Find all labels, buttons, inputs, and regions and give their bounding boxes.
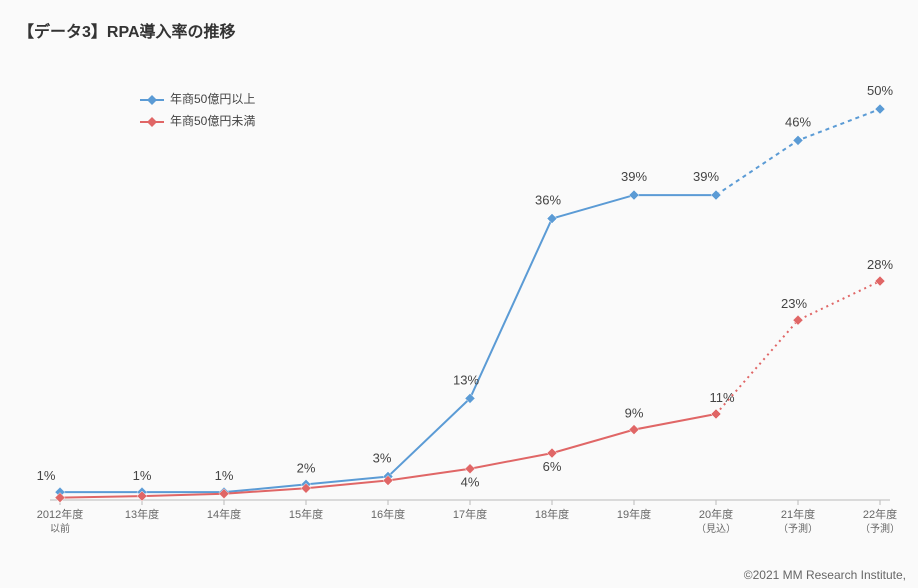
chart-title: 【データ3】RPA導入率の推移 xyxy=(18,18,236,42)
data-point-label: 23% xyxy=(781,296,807,311)
x-tick-label: 18年度 xyxy=(535,507,569,521)
data-point-label: 9% xyxy=(625,406,644,421)
data-point-label: 13% xyxy=(453,372,479,387)
x-tick-label: 16年度 xyxy=(371,507,405,521)
data-point-marker xyxy=(629,190,639,200)
data-point-label: 1% xyxy=(133,468,152,483)
data-point-marker xyxy=(711,409,721,419)
data-point-marker xyxy=(793,135,803,145)
data-point-label: 1% xyxy=(215,468,234,483)
data-point-marker xyxy=(875,104,885,114)
credit-text: ©2021 MM Research Institute, xyxy=(744,568,906,582)
x-tick-label: 17年度 xyxy=(453,507,487,521)
legend-marker xyxy=(147,95,157,105)
data-point-marker xyxy=(55,493,65,503)
x-tick-label: 2012年度以前 xyxy=(37,507,83,535)
chart-area: 2012年度以前 13年度 14年度 15年度 16年度 17年度 18年度 19年度 20年度… xyxy=(20,60,900,570)
data-point-label: 50% xyxy=(867,83,893,98)
data-point-label: 3% xyxy=(373,451,392,466)
svg-text:（予測）: （予測） xyxy=(860,522,900,535)
data-point-label: 11% xyxy=(709,390,734,405)
data-point-label: 1% xyxy=(37,468,56,483)
data-point-marker xyxy=(219,489,229,499)
legend-marker xyxy=(147,117,157,127)
data-point-label: 2% xyxy=(297,460,316,475)
x-tick-label: 13年度 xyxy=(125,507,159,521)
line-chart-svg: 2012年度以前 13年度 14年度 15年度 16年度 17年度 18年度 19年度 20年度… xyxy=(20,60,900,570)
x-tick-label: 21年度（予測） xyxy=(778,507,818,535)
legend-label: 年商50億円以上 xyxy=(170,91,255,106)
data-point-marker xyxy=(547,448,557,458)
svg-text:18年度: 18年度 xyxy=(535,507,569,521)
svg-text:（見込）: （見込） xyxy=(696,523,736,535)
x-tick-label: 14年度 xyxy=(207,507,241,521)
svg-text:17年度: 17年度 xyxy=(453,507,487,521)
data-point-marker xyxy=(465,464,475,474)
data-point-label: 6% xyxy=(543,459,562,474)
data-point-label: 4% xyxy=(461,475,480,490)
series-line-solid xyxy=(60,195,716,492)
svg-text:21年度: 21年度 xyxy=(781,507,815,521)
data-point-label: 46% xyxy=(785,114,811,129)
x-tick-label: 22年度（予測） xyxy=(860,507,900,535)
data-point-marker xyxy=(793,315,803,325)
legend-label: 年商50億円未満 xyxy=(170,113,255,128)
x-tick-label: 20年度 （見込） xyxy=(696,507,736,535)
svg-text:19年度: 19年度 xyxy=(617,507,651,521)
svg-text:15年度: 15年度 xyxy=(289,507,323,521)
svg-text:14年度: 14年度 xyxy=(207,507,241,521)
data-point-label: 36% xyxy=(535,193,561,208)
data-point-marker xyxy=(875,276,885,286)
x-tick-label: 15年度 xyxy=(289,507,323,521)
legend-item: 年商50億円以上 xyxy=(140,91,255,106)
svg-text:（予測）: （予測） xyxy=(778,522,818,535)
data-point-marker xyxy=(711,190,721,200)
svg-text:13年度: 13年度 xyxy=(125,507,159,521)
svg-text:以前: 以前 xyxy=(50,522,70,535)
svg-text:20年度: 20年度 xyxy=(699,507,733,521)
data-point-marker xyxy=(547,214,557,224)
svg-text:2012年度: 2012年度 xyxy=(37,507,83,521)
data-point-label: 39% xyxy=(621,169,647,184)
svg-text:16年度: 16年度 xyxy=(371,507,405,521)
data-point-marker xyxy=(629,425,639,435)
x-tick-label: 19年度 xyxy=(617,507,651,521)
data-point-label: 28% xyxy=(867,257,893,272)
svg-text:22年度: 22年度 xyxy=(863,507,897,521)
legend-item: 年商50億円未満 xyxy=(140,113,255,128)
data-point-label: 39% xyxy=(693,169,719,184)
